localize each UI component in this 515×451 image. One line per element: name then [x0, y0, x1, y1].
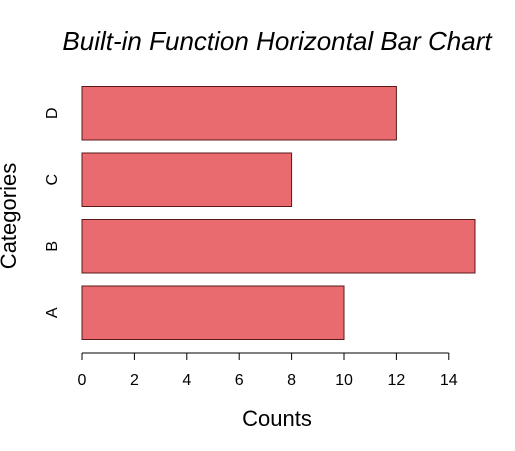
x-tick-label: 2: [130, 372, 139, 389]
y-axis-title: Categories: [0, 163, 21, 269]
bars-group: [81, 86, 476, 340]
y-tick-label-a: A: [44, 307, 61, 318]
x-axis: 0 2 4 6 8 10 12 14: [78, 352, 458, 389]
bar-a: [81, 285, 345, 340]
x-tick-label: 12: [388, 372, 406, 389]
x-tick-label: 4: [182, 372, 191, 389]
chart-title: Built-in Function Horizontal Bar Chart: [62, 26, 493, 56]
y-tick-label-d: D: [44, 107, 61, 119]
bar-c: [81, 152, 293, 207]
x-tick-label: 10: [335, 372, 353, 389]
x-tick-label: 8: [287, 372, 296, 389]
x-tick-label: 14: [440, 372, 458, 389]
bar-b: [81, 219, 476, 274]
y-tick-labels: A B C D: [44, 107, 61, 318]
x-tick-label: 6: [235, 372, 244, 389]
x-tick-label: 0: [78, 372, 87, 389]
bar-d: [81, 86, 397, 141]
y-tick-label-c: C: [44, 174, 61, 186]
y-tick-label-b: B: [44, 241, 61, 252]
x-axis-title: Counts: [242, 406, 312, 431]
